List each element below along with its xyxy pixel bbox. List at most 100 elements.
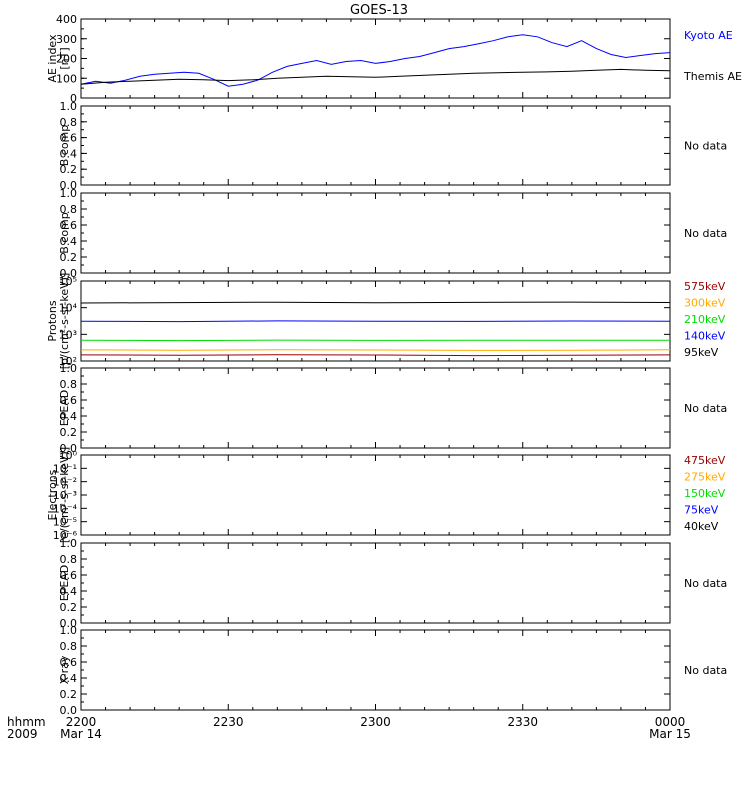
y-tick-label: 10⁴ <box>59 302 78 315</box>
panel-epead2: 0.0 0.2 0.4 0.6 0.8 1.0 EPEAD No data <box>58 537 727 630</box>
y-axis-label: EPEAD <box>58 565 71 602</box>
y-tick-label: 0.8 <box>60 640 78 653</box>
y-tick-label: 10⁻⁵ <box>53 516 77 529</box>
legend-entry: 140keV <box>684 330 726 343</box>
panel-epead1: 0.0 0.2 0.4 0.6 0.8 1.0 EPEAD No data <box>58 362 727 455</box>
legend-entry: 210keV <box>684 313 726 326</box>
y-tick-label: 0.0 <box>60 617 78 630</box>
y-tick-label: 300 <box>56 33 77 46</box>
no-data-label: No data <box>684 227 727 240</box>
y-axis-label: Protons <box>46 300 59 341</box>
y-tick-label: 10⁻² <box>53 476 77 489</box>
y-tick-label: 1.0 <box>60 624 78 637</box>
y-axis-label: [e/(cm²-s-sr-keV)] <box>58 447 71 543</box>
series-line <box>80 34 671 87</box>
y-tick-label: 10⁻⁶ <box>53 529 78 542</box>
y-tick-label: 0.0 <box>60 267 78 280</box>
panel-frame <box>80 629 671 711</box>
y-tick-label: 0.4 <box>60 410 78 423</box>
panel-frame <box>80 454 671 536</box>
legend-entry: 150keV <box>684 487 726 500</box>
y-tick-label: 200 <box>56 53 77 66</box>
y-tick-label: 10³ <box>59 328 77 341</box>
y-axis-label: Electrons <box>46 469 59 520</box>
y-tick-label: 0.6 <box>60 656 78 669</box>
panel-frame <box>80 105 671 186</box>
time-row-label-year: 2009 <box>7 727 38 741</box>
y-tick-label: 0.8 <box>60 378 78 391</box>
y-axis-label: EPEAD <box>58 390 71 427</box>
y-tick-label: 0.2 <box>60 251 78 264</box>
panel-b1: 0.0 0.2 0.4 0.6 0.8 1.0 B comp No data <box>58 100 727 192</box>
time-row-label-hhmm: hhmm <box>7 715 46 729</box>
y-tick-label: 400 <box>56 13 77 26</box>
x-tick-label: 2330 <box>507 715 538 729</box>
y-axis-label: [p/(cm²-s-sr-keV)] <box>58 273 71 370</box>
panel-ae: 0 100 200 300 400 AE index [nT] Kyoto AE Themis … <box>46 13 742 105</box>
y-tick-label: 100 <box>56 72 77 85</box>
panel-b2: 0.0 0.2 0.4 0.6 0.8 1.0 B comp No data <box>58 187 727 280</box>
series-line <box>80 68 671 85</box>
legend-entry: 40keV <box>684 520 719 533</box>
y-tick-label: 0.4 <box>60 672 78 685</box>
y-axis-label: AE index <box>46 34 59 83</box>
y-axis-label: [nT] <box>58 47 71 69</box>
legend-entry: 75keV <box>684 504 719 517</box>
panel-frame <box>80 192 671 274</box>
y-tick-label: 1.0 <box>60 187 78 200</box>
x-tick-sublabel: Mar 14 <box>60 727 102 741</box>
series-line <box>80 349 671 351</box>
legend-entry: 575keV <box>684 280 726 293</box>
panels: 0 100 200 300 400 AE index [nT] Kyoto AE Themis … <box>46 13 742 717</box>
no-data-label: No data <box>684 140 727 153</box>
y-tick-label: 0.0 <box>60 704 78 717</box>
y-tick-label: 0.0 <box>60 442 78 455</box>
y-tick-label: 10⁻¹ <box>53 462 77 475</box>
series-line <box>80 354 671 357</box>
panel-frame <box>80 18 671 99</box>
y-tick-label: 0.4 <box>60 585 78 598</box>
legend-entry: Themis AE <box>683 70 742 83</box>
y-tick-label: 0.0 <box>60 179 78 192</box>
y-tick-label: 0.2 <box>60 426 78 439</box>
series-line <box>80 339 670 342</box>
y-tick-label: 10⁵ <box>59 275 77 288</box>
y-tick-label: 10⁰ <box>59 449 78 462</box>
y-tick-label: 0.8 <box>60 553 78 566</box>
series-line <box>80 320 671 323</box>
y-tick-label: 0.6 <box>60 569 78 582</box>
legend-entry: 95keV <box>684 346 719 359</box>
y-axis-label: B comp <box>58 125 71 167</box>
y-tick-label: 0.6 <box>60 394 78 407</box>
y-tick-label: 0.6 <box>60 132 78 145</box>
y-axis-label: B comp <box>58 212 71 254</box>
y-tick-label: 0 <box>70 92 77 105</box>
y-tick-label: 1.0 <box>60 537 78 550</box>
x-tick-label: 2200 <box>66 715 97 729</box>
y-tick-label: 0.8 <box>60 203 78 216</box>
no-data-label: No data <box>684 402 727 415</box>
legend-entry: 275keV <box>684 471 726 484</box>
no-data-label: No data <box>684 664 727 677</box>
x-tick-label: 0000 <box>655 715 686 729</box>
panel-xray: 0.0 0.2 0.4 0.6 0.8 1.0 X-ray No data <box>58 624 727 717</box>
y-axis-label: X-ray <box>58 655 71 684</box>
x-tick-sublabel: Mar 15 <box>649 727 691 741</box>
y-tick-label: 10⁻⁴ <box>53 502 78 515</box>
y-tick-label: 0.2 <box>60 688 78 701</box>
y-tick-label: 0.2 <box>60 163 78 176</box>
panel-frame <box>80 542 671 624</box>
x-tick-label: 2300 <box>360 715 391 729</box>
y-tick-label: 0.4 <box>60 235 78 248</box>
no-data-label: No data <box>684 577 727 590</box>
chart-title: GOES-13 <box>350 3 408 18</box>
y-tick-label: 1.0 <box>60 100 78 113</box>
y-tick-label: 0.6 <box>60 219 78 232</box>
x-tick-label: 2230 <box>213 715 244 729</box>
y-tick-label: 0.8 <box>60 116 78 129</box>
y-tick-label: 0.2 <box>60 601 78 614</box>
y-tick-label: 1.0 <box>60 362 78 375</box>
